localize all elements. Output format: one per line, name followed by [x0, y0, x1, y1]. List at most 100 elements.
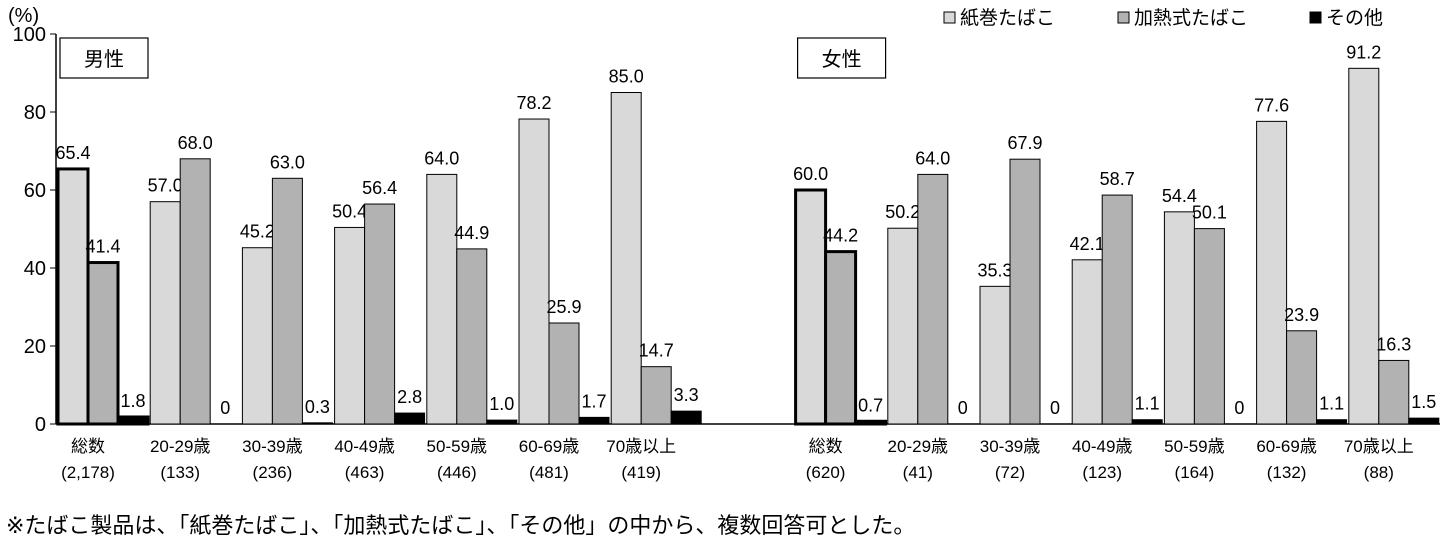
data-label: 0 — [958, 398, 968, 418]
legend-swatch — [1309, 11, 1322, 24]
y-tick-label: 40 — [24, 258, 46, 280]
data-label: 14.7 — [639, 341, 674, 361]
data-label: 78.2 — [516, 93, 551, 113]
category-label: 70歳以上 — [1344, 437, 1414, 456]
panel-label-box — [59, 37, 149, 79]
data-label: 45.2 — [240, 222, 275, 242]
bar — [456, 248, 488, 425]
bar — [979, 285, 1011, 425]
bar — [548, 322, 580, 425]
bar — [364, 203, 396, 425]
bar — [1316, 419, 1348, 425]
data-label: 63.0 — [270, 152, 305, 172]
category-label: 70歳以上 — [606, 437, 676, 456]
bar — [1378, 359, 1410, 425]
panel-label: 男性 — [84, 48, 124, 71]
category-label: 60-69歳 — [1256, 437, 1316, 456]
data-label: 64.0 — [424, 148, 459, 168]
category-label: 総数 — [809, 437, 843, 456]
panel-label-box — [796, 37, 887, 79]
data-label: 77.6 — [1254, 95, 1289, 115]
data-label: 25.9 — [546, 297, 581, 317]
data-label: 1.1 — [1319, 394, 1344, 414]
data-label: 91.2 — [1346, 42, 1381, 62]
bar — [1348, 67, 1380, 425]
bar — [394, 412, 426, 425]
bar — [56, 167, 90, 426]
data-label: 1.1 — [1135, 394, 1160, 414]
panel-label: 女性 — [822, 48, 862, 71]
data-label: 85.0 — [609, 67, 644, 87]
data-label: 50.1 — [1192, 203, 1227, 223]
bar — [334, 226, 366, 425]
bar — [670, 410, 702, 425]
data-label: 57.0 — [148, 176, 183, 196]
bar — [1163, 211, 1195, 425]
bar — [1193, 228, 1225, 425]
data-label: 16.3 — [1376, 334, 1411, 354]
category-count: (132) — [1267, 463, 1307, 482]
footnote: ※たばこ製品は、「紙巻たばこ」、「加熱式たばこ」、「その他」の中から、複数回答可… — [6, 514, 916, 539]
bar — [116, 415, 150, 426]
bar — [426, 173, 458, 425]
bar — [86, 261, 120, 426]
data-label: 50.4 — [332, 201, 367, 221]
data-label: 56.4 — [362, 178, 397, 198]
data-label: 1.0 — [489, 394, 514, 414]
category-count: (463) — [345, 463, 385, 482]
bar — [518, 118, 550, 425]
legend-label: 紙巻たばこ — [960, 7, 1055, 29]
data-label: 1.8 — [120, 391, 145, 411]
data-label: 41.4 — [85, 237, 120, 257]
category-label: 総数 — [71, 437, 105, 456]
category-count: (620) — [806, 463, 846, 482]
bar — [1009, 158, 1041, 425]
bar — [640, 366, 672, 425]
data-label: 44.9 — [454, 223, 489, 243]
bar — [241, 247, 273, 425]
data-label: 42.1 — [1070, 234, 1105, 254]
bar-chart: 0 20 40 60 80 100(%) 男性 65.4 41.4 1.8 総数 (2,178) 57.… — [8, 5, 1440, 482]
bar — [271, 177, 303, 425]
category-label: 40-49歳 — [1072, 437, 1132, 456]
category-label: 20-29歳 — [888, 437, 948, 456]
bar — [1071, 259, 1103, 425]
y-tick-label: 80 — [24, 102, 46, 124]
category-label: 30-39歳 — [242, 437, 302, 456]
category-label: 60-69歳 — [519, 437, 579, 456]
data-label: 60.0 — [793, 164, 828, 184]
category-count: (164) — [1175, 463, 1215, 482]
category-count: (88) — [1364, 463, 1394, 482]
data-label: 65.4 — [55, 143, 90, 163]
category-label: 50-59歳 — [427, 437, 487, 456]
bar — [917, 173, 949, 425]
data-label: 0 — [1234, 398, 1244, 418]
category-count: (72) — [995, 463, 1025, 482]
legend-label: 加熱式たばこ — [1134, 7, 1248, 29]
bar — [149, 201, 181, 425]
bar — [486, 419, 518, 425]
data-label: 44.2 — [823, 226, 858, 246]
data-label: 35.3 — [977, 260, 1012, 280]
category-count: (133) — [160, 463, 200, 482]
category-count: (446) — [437, 463, 477, 482]
data-label: 64.0 — [915, 148, 950, 168]
category-label: 50-59歳 — [1164, 437, 1224, 456]
category-count: (236) — [253, 463, 293, 482]
category-label: 20-29歳 — [150, 437, 210, 456]
data-label: 1.5 — [1411, 392, 1436, 412]
bar — [1101, 194, 1133, 425]
y-tick-label: 0 — [35, 414, 46, 436]
bar — [1286, 330, 1318, 425]
legend-label: その他 — [1326, 7, 1383, 29]
bar — [1131, 419, 1163, 425]
bar — [301, 422, 333, 425]
y-axis-unit: (%) — [8, 5, 39, 27]
y-tick-label: 20 — [24, 336, 46, 358]
data-label: 68.0 — [178, 133, 213, 153]
bar — [179, 158, 211, 425]
data-label: 1.7 — [581, 391, 606, 411]
y-tick-label: 60 — [24, 180, 46, 202]
data-label: 54.4 — [1162, 186, 1197, 206]
category-count: (419) — [621, 463, 661, 482]
